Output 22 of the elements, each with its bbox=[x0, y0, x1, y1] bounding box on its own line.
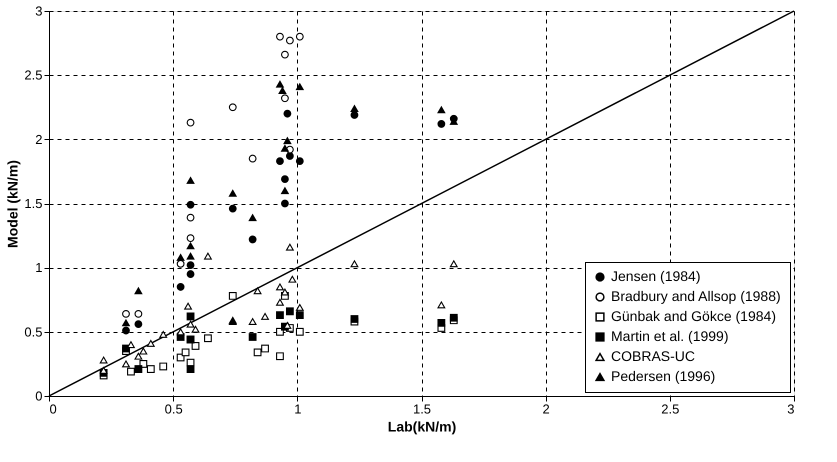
legend-label: Martin et al. (1999) bbox=[611, 328, 728, 344]
legend-label: Pedersen (1996) bbox=[611, 368, 716, 384]
x-tick-label: 2 bbox=[542, 402, 550, 416]
y-tick-label: 0 bbox=[35, 388, 42, 404]
legend-label: COBRAS-UC bbox=[611, 348, 696, 364]
legend-label: Bradbury and Allsop (1988) bbox=[611, 288, 781, 304]
x-tick-label: 0 bbox=[50, 402, 57, 416]
legend-label: Jensen (1984) bbox=[611, 268, 701, 284]
x-tick-label: 1 bbox=[294, 402, 302, 416]
x-tick-label: 1.5 bbox=[412, 402, 432, 416]
y-tick-label: 2.5 bbox=[24, 68, 42, 83]
legend-label: Günbak and Gökce (1984) bbox=[611, 308, 776, 324]
y-tick-label: 0.5 bbox=[24, 324, 42, 340]
y-axis-title: Model (kN/m) bbox=[4, 160, 20, 248]
y-tick-label: 2 bbox=[35, 132, 42, 147]
y-tick-label: 1.5 bbox=[24, 196, 42, 211]
y-tick-label: 3 bbox=[35, 4, 42, 18]
x-axis-title: Lab(kN/m) bbox=[388, 418, 456, 434]
x-tick-label: 3 bbox=[787, 402, 794, 416]
x-tick-label: 2.5 bbox=[661, 402, 680, 416]
y-tick-label: 1 bbox=[35, 260, 42, 276]
x-tick-label: 0.5 bbox=[164, 402, 183, 416]
